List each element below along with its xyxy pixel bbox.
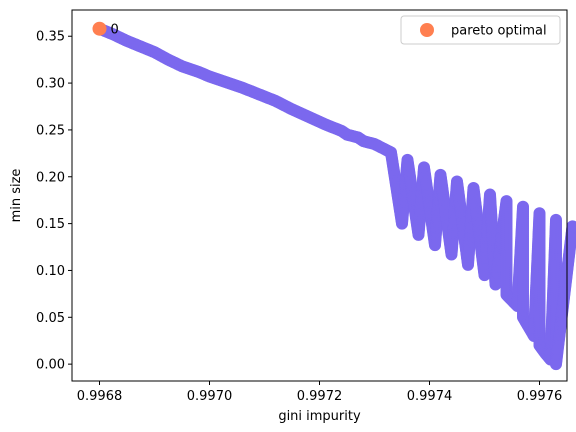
x-tick-label: 0.9970 [187, 389, 233, 404]
y-tick-label: 0.15 [36, 217, 65, 232]
x-axis-ticks: 0.9968 0.9970 0.9972 0.9974 0.9976 [77, 381, 563, 404]
y-tick-label: 0.25 [36, 123, 65, 138]
point-annotation: 0 [111, 23, 119, 38]
y-tick-label: 0.35 [36, 30, 65, 45]
x-axis-label: gini impurity [278, 409, 361, 424]
pareto-optimal-point [92, 21, 107, 36]
x-tick-label: 0.9972 [297, 389, 343, 404]
data-point [573, 224, 576, 234]
y-tick-label: 0.30 [36, 77, 65, 92]
y-axis-label: min size [9, 169, 24, 223]
x-tick-label: 0.9968 [77, 389, 123, 404]
y-tick-label: 0.00 [36, 358, 65, 373]
x-tick-label: 0.9974 [407, 389, 453, 404]
legend-box [400, 15, 561, 45]
y-tick-label: 0.20 [36, 170, 65, 185]
legend-label-pareto-optimal: pareto optimal [451, 24, 547, 39]
y-tick-label: 0.05 [36, 311, 65, 326]
plot-area: 0 [92, 21, 576, 371]
y-axis-ticks: 0.00 0.05 0.10 0.15 0.20 0.25 0.30 0.35 [36, 30, 72, 373]
legend: pareto optimal [400, 15, 561, 45]
x-tick-label: 0.9976 [517, 389, 563, 404]
legend-marker-pareto-optimal [420, 23, 434, 37]
y-tick-label: 0.10 [36, 264, 65, 279]
